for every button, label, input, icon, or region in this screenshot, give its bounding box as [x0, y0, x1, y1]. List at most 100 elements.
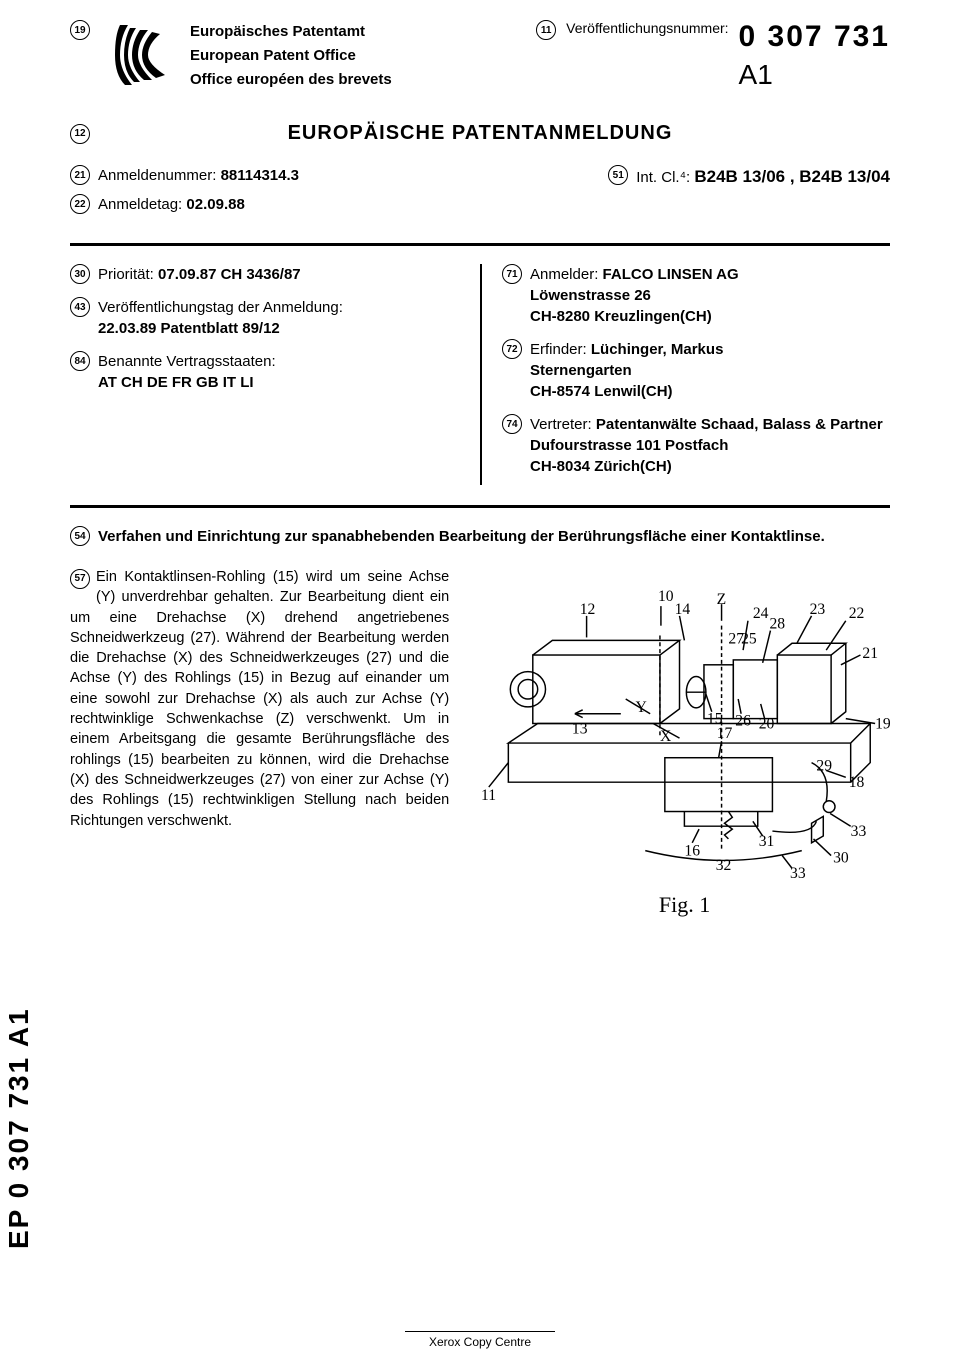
publication-number: 0 307 731 — [739, 20, 890, 54]
field-72-badge: 72 — [502, 339, 522, 359]
application-date-line: 22 Anmeldetag: 02.09.88 — [70, 194, 299, 215]
ref-33b: 33 — [790, 865, 806, 880]
int-cl-line: 51 Int. Cl.⁴: B24B 13/06 , B24B 13/04 — [608, 165, 890, 215]
document-title-row: 12 EUROPÄISCHE PATENTANMELDUNG — [70, 122, 890, 145]
app-num-value: 88114314.3 — [221, 167, 299, 184]
ref-19: 19 — [875, 715, 890, 732]
inventor-label: Erfinder: — [530, 341, 587, 358]
states-value: AT CH DE FR GB IT LI — [98, 374, 254, 391]
pubdate-line: 43 Veröffentlichungstag der Anmeldung: 22… — [70, 297, 460, 339]
epo-logo — [110, 20, 170, 90]
inventor-addr2: CH-8574 Lenwil(CH) — [530, 383, 673, 400]
application-number-line: 21 Anmeldenummer: 88114314.3 — [70, 165, 299, 186]
field-57-badge: 57 — [70, 569, 90, 589]
footer-divider — [405, 1331, 555, 1332]
ref-17: 17 — [717, 725, 733, 742]
abstract-text-block: 57 Ein Kontaktlinsen-Rohling (15) wird u… — [70, 567, 449, 918]
axis-x: X — [660, 728, 671, 745]
app-date-value: 02.09.88 — [186, 196, 244, 213]
rep-name: Patentanwälte Schaad, Balass & Partner — [596, 416, 883, 433]
document-title: EUROPÄISCHE PATENTANMELDUNG — [288, 122, 673, 145]
ref-16: 16 — [685, 843, 701, 860]
field-54-badge: 54 — [70, 526, 90, 546]
app-num-label: Anmeldenummer: — [98, 167, 216, 184]
ref-23: 23 — [810, 601, 826, 618]
priority-value: 07.09.87 CH 3436/87 — [158, 266, 301, 283]
intcl-label: Int. Cl.⁴: — [636, 169, 690, 186]
app-date-label: Anmeldetag: — [98, 196, 182, 213]
ref-21: 21 — [863, 645, 879, 662]
biblio-right: 71 Anmelder: FALCO LINSEN AGLöwenstrasse… — [480, 264, 890, 485]
representative-line: 74 Vertreter: Patentanwälte Schaad, Bala… — [502, 414, 890, 477]
axis-z: Z — [717, 591, 727, 608]
publication-label: Veröffentlichungsnummer: — [566, 20, 728, 36]
rep-addr1: Dufourstrasse 101 Postfach — [530, 437, 728, 454]
biblio-left: 30 Priorität: 07.09.87 CH 3436/87 43 Ver… — [70, 264, 480, 485]
applicant-addr2: CH-8280 Kreuzlingen(CH) — [530, 308, 712, 325]
field-30-badge: 30 — [70, 264, 90, 284]
axis-y: Y — [636, 699, 647, 716]
spine-label: EP 0 307 731 A1 — [3, 1007, 35, 1249]
ref-28: 28 — [770, 616, 786, 633]
ref-12: 12 — [580, 601, 596, 618]
ref-29: 29 — [817, 757, 833, 774]
header: 19 Europäisches Patentamt European Paten… — [70, 20, 890, 92]
field-11-badge: 11 — [536, 20, 556, 40]
ref-33: 33 — [851, 823, 867, 840]
field-21-badge: 21 — [70, 165, 90, 185]
ref-22: 22 — [849, 605, 865, 622]
field-74-badge: 74 — [502, 414, 522, 434]
inventor-name: Lüchinger, Markus — [591, 341, 724, 358]
divider — [70, 505, 890, 508]
applicant-line: 71 Anmelder: FALCO LINSEN AGLöwenstrasse… — [502, 264, 890, 327]
priority-label: Priorität: — [98, 266, 154, 283]
inventor-addr1: Sternengarten — [530, 362, 632, 379]
rep-label: Vertreter: — [530, 416, 592, 433]
applicant-addr1: Löwenstrasse 26 — [530, 287, 651, 304]
ref-27: 27 — [729, 630, 745, 647]
ref-26: 26 — [735, 712, 751, 729]
ref-20: 20 — [759, 715, 775, 732]
abstract-row: 57 Ein Kontaktlinsen-Rohling (15) wird u… — [70, 567, 890, 918]
figure-area: 10 11 12 13 14 15 16 17 18 19 20 21 22 2… — [479, 567, 890, 918]
publication-number-section: 11 Veröffentlichungsnummer: 0 307 731 A1 — [536, 20, 890, 91]
publication-suffix: A1 — [739, 59, 890, 91]
field-43-badge: 43 — [70, 297, 90, 317]
office-name-fr: Office européen des brevets — [190, 68, 516, 92]
states-line: 84 Benannte Vertragsstaaten: AT CH DE FR … — [70, 351, 460, 393]
ref-10: 10 — [658, 588, 674, 605]
rep-addr2: CH-8034 Zürich(CH) — [530, 458, 672, 475]
field-71-badge: 71 — [502, 264, 522, 284]
field-51-badge: 51 — [608, 165, 628, 185]
inventor-line: 72 Erfinder: Lüchinger, Markus Sternengar… — [502, 339, 890, 402]
applicant-name: FALCO LINSEN AG — [603, 266, 739, 283]
invention-title-line: 54 Verfahen und Einrichtung zur spanabhe… — [70, 526, 890, 547]
ref-31: 31 — [759, 833, 775, 850]
pubdate-label: Veröffentlichungstag der Anmeldung: — [98, 299, 343, 316]
ref-30: 30 — [833, 849, 849, 866]
office-name-de: Europäisches Patentamt — [190, 20, 516, 44]
pubdate-value: 22.03.89 Patentblatt 89/12 — [98, 320, 280, 337]
ref-11: 11 — [481, 787, 496, 804]
field-84-badge: 84 — [70, 351, 90, 371]
invention-title: Verfahen und Einrichtung zur spanabheben… — [98, 526, 825, 547]
states-label: Benannte Vertragsstaaten: — [98, 353, 276, 370]
meta-top-row: 21 Anmeldenummer: 88114314.3 22 Anmeldet… — [70, 165, 890, 223]
field-12-badge: 12 — [70, 124, 90, 144]
footer: Xerox Copy Centre — [0, 1331, 960, 1349]
field-19-badge: 19 — [70, 20, 90, 40]
figure-label: Fig. 1 — [479, 892, 890, 918]
field-22-badge: 22 — [70, 194, 90, 214]
ref-18: 18 — [849, 774, 865, 791]
ref-14: 14 — [675, 601, 691, 618]
ref-32: 32 — [716, 857, 732, 874]
abstract-text: Ein Kontaktlinsen-Rohling (15) wird um s… — [70, 569, 449, 829]
figure-1-drawing: 10 11 12 13 14 15 16 17 18 19 20 21 22 2… — [479, 567, 890, 880]
footer-text: Xerox Copy Centre — [429, 1335, 531, 1349]
bibliographic-section: 30 Priorität: 07.09.87 CH 3436/87 43 Ver… — [70, 264, 890, 485]
intcl-value: B24B 13/06 , B24B 13/04 — [694, 167, 890, 186]
priority-line: 30 Priorität: 07.09.87 CH 3436/87 — [70, 264, 460, 285]
office-name-en: European Patent Office — [190, 44, 516, 68]
divider — [70, 243, 890, 246]
ref-24: 24 — [753, 605, 769, 622]
